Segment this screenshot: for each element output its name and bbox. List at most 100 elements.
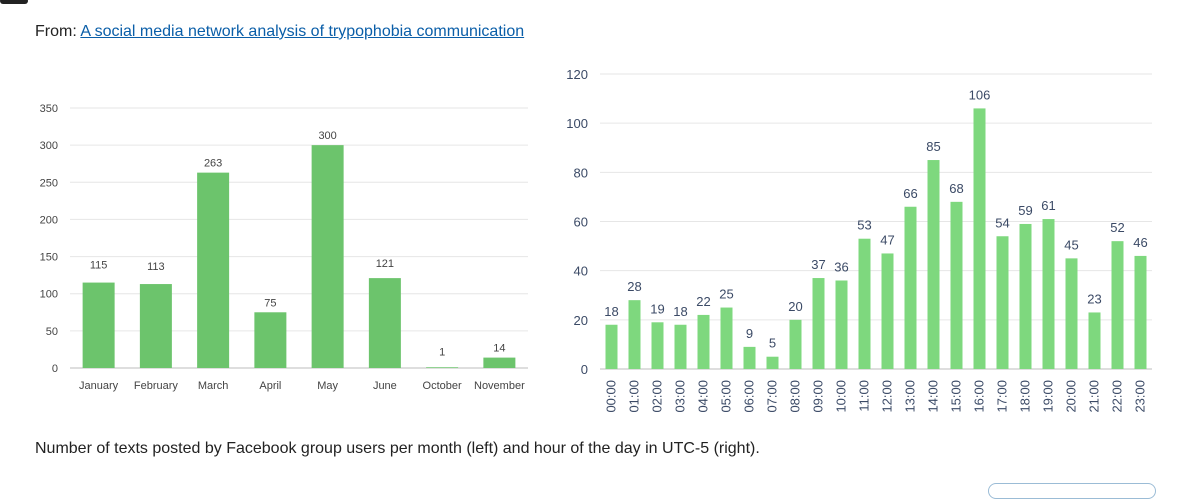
y-tick-label: 100 (40, 289, 58, 301)
y-tick-label: 0 (581, 362, 588, 377)
monthly-bar-chart: 0 50 100 150 200 250 300 350 115 January 113 Februa… (40, 103, 528, 392)
data-label: 47 (880, 232, 894, 247)
bar (651, 322, 664, 369)
x-tick-label: 03:00 (673, 380, 688, 413)
bar (1088, 312, 1101, 369)
data-label: 52 (1110, 220, 1124, 235)
data-label: 66 (903, 186, 917, 201)
y-tick-label: 80 (574, 165, 588, 180)
bar (881, 253, 894, 369)
bar (426, 367, 459, 368)
bar (483, 357, 516, 368)
bar (996, 236, 1009, 369)
data-label: 20 (788, 299, 802, 314)
y-tick-label: 150 (40, 252, 58, 264)
data-label: 46 (1133, 235, 1147, 250)
y-tick-label: 20 (574, 313, 588, 328)
y-tick-label: 50 (46, 326, 58, 338)
data-label: 61 (1041, 198, 1055, 213)
bar (311, 145, 344, 368)
x-tick-label: 01:00 (627, 380, 642, 413)
x-tick-label: 21:00 (1087, 380, 1102, 413)
data-label: 59 (1018, 203, 1032, 218)
bar (254, 312, 287, 368)
x-tick-label: January (79, 380, 119, 392)
bar (197, 172, 230, 368)
x-tick-label: 19:00 (1041, 380, 1056, 413)
x-tick-label: 04:00 (696, 380, 711, 413)
data-label: 53 (857, 218, 871, 233)
bar (139, 284, 172, 368)
bar (720, 307, 733, 369)
x-tick-label: 11:00 (857, 380, 872, 412)
data-label: 28 (627, 279, 641, 294)
x-tick-label: 20:00 (1064, 380, 1079, 413)
data-label: 19 (650, 301, 664, 316)
bar (973, 108, 986, 370)
y-tick-label: 120 (566, 67, 588, 82)
x-tick-label: 02:00 (650, 380, 665, 413)
x-tick-label: November (474, 380, 525, 392)
from-label: From: (35, 23, 81, 40)
data-label: 68 (949, 181, 963, 196)
bar (835, 280, 848, 369)
x-tick-label: May (317, 380, 338, 392)
data-label: 5 (769, 336, 776, 351)
x-tick-label: 17:00 (995, 380, 1010, 413)
x-tick-label: 22:00 (1110, 380, 1125, 413)
data-label: 23 (1087, 291, 1101, 306)
cropped-button[interactable] (988, 483, 1156, 499)
bar (1019, 223, 1032, 369)
y-tick-label: 200 (40, 214, 58, 226)
bar (950, 201, 963, 369)
y-tick-label: 250 (40, 177, 58, 189)
bar (766, 356, 779, 369)
data-label: 113 (147, 261, 165, 273)
data-label: 45 (1064, 237, 1078, 252)
bar (1065, 258, 1078, 369)
y-tick-label: 300 (40, 140, 58, 152)
bar (743, 346, 756, 369)
y-tick-label: 60 (574, 215, 588, 230)
data-label: 263 (204, 158, 222, 170)
x-tick-label: 13:00 (903, 380, 918, 413)
x-tick-label: October (423, 380, 462, 392)
hourly-bar-chart: 0 20 40 60 80 100 120 18 00:00 28 01:00 19 02:00 18 03… (566, 67, 1152, 413)
x-tick-label: 14:00 (926, 380, 941, 413)
data-label: 25 (719, 287, 733, 302)
bar (697, 314, 710, 369)
x-tick-label: 12:00 (880, 380, 895, 413)
bar (904, 206, 917, 369)
data-label: 106 (969, 87, 991, 102)
data-label: 121 (376, 258, 394, 270)
bar (927, 160, 940, 369)
bar (628, 300, 641, 369)
data-label: 36 (834, 260, 848, 275)
x-tick-label: June (373, 380, 397, 392)
x-tick-label: 00:00 (604, 380, 619, 413)
data-label: 115 (90, 260, 108, 272)
data-label: 54 (995, 215, 1009, 230)
x-tick-label: 23:00 (1133, 380, 1148, 413)
x-tick-label: April (259, 380, 281, 392)
data-label: 37 (811, 257, 825, 272)
y-tick-label: 100 (566, 116, 588, 131)
data-label: 9 (746, 326, 753, 341)
x-tick-label: 10:00 (834, 380, 849, 413)
bar (368, 278, 401, 368)
data-label: 75 (264, 297, 276, 309)
source-line: From: A social media network analysis of… (35, 23, 524, 41)
data-label: 18 (604, 304, 618, 319)
data-label: 85 (926, 139, 940, 154)
bar (812, 278, 825, 369)
bar (82, 282, 115, 368)
article-link[interactable]: A social media network analysis of trypo… (80, 23, 525, 40)
figure-caption: Number of texts posted by Facebook group… (35, 440, 760, 457)
x-tick-label: 06:00 (742, 380, 757, 413)
y-tick-label: 0 (52, 363, 58, 375)
data-label: 14 (493, 343, 505, 355)
x-tick-label: 07:00 (765, 380, 780, 413)
bar (1111, 241, 1124, 369)
bar (674, 324, 687, 369)
y-tick-label: 350 (40, 103, 58, 115)
